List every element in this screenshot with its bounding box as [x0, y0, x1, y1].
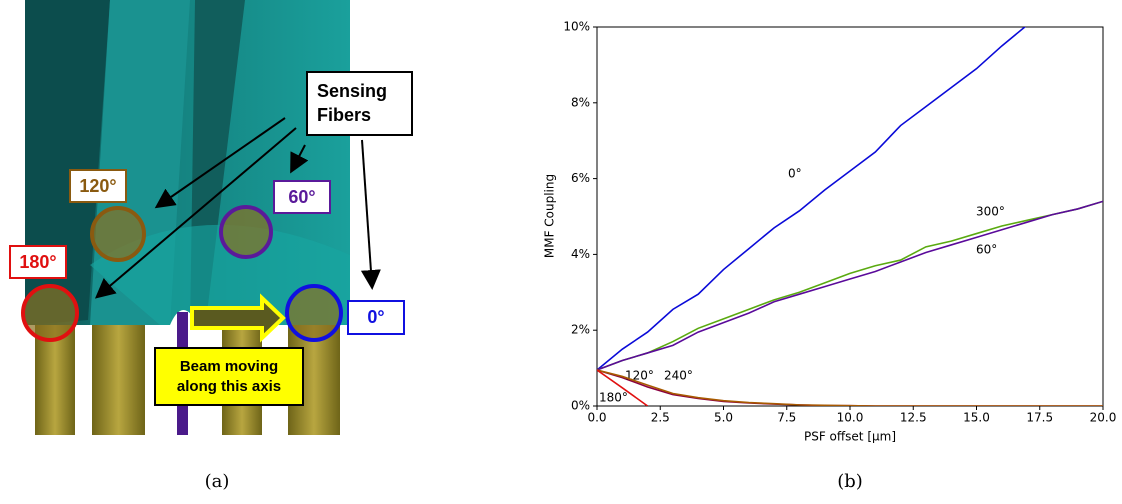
callout-label: Fibers	[317, 105, 371, 125]
y-tick-label: 0%	[571, 399, 590, 413]
x-axis-label: PSF offset [μm]	[804, 430, 896, 444]
fiber-label: 0°	[367, 307, 384, 327]
x-tick-label: 0.0	[587, 411, 606, 425]
fiber-label: 180°	[19, 252, 56, 272]
y-tick-label: 10%	[563, 20, 590, 34]
series-line	[597, 201, 1103, 370]
series-label: 300°	[976, 205, 1005, 219]
beam-label: along this axis	[177, 378, 281, 395]
fiber-label: 120°	[79, 176, 116, 196]
caption: (a)	[205, 471, 230, 492]
y-tick-label: 2%	[571, 323, 590, 337]
x-tick-label: 12.5	[900, 411, 927, 425]
callout-label: Sensing	[317, 81, 387, 101]
x-tick-label: 10.0	[837, 411, 864, 425]
beam-label: Beam moving	[180, 358, 278, 375]
series-label: 60°	[976, 243, 997, 257]
y-axis-label: MMF Coupling	[543, 174, 557, 258]
x-tick-label: 7.5	[777, 411, 796, 425]
plot-frame	[597, 27, 1103, 406]
x-tick-label: 17.5	[1026, 411, 1053, 425]
x-tick-label: 20.0	[1090, 411, 1117, 425]
x-tick-label: 15.0	[963, 411, 990, 425]
y-tick-label: 8%	[571, 95, 590, 109]
series-label: 240°	[664, 369, 693, 383]
series-label: 180°	[599, 391, 628, 405]
series-label: 120°	[625, 369, 654, 383]
fiber-label: 60°	[288, 187, 315, 207]
caption: (b)	[837, 471, 863, 492]
series-label: 0°	[788, 167, 802, 181]
y-tick-label: 6%	[571, 171, 590, 185]
y-tick-label: 4%	[571, 247, 590, 261]
series-line	[597, 25, 1027, 370]
figure: Sensing Fibers 120° 60° 180° 0° Beam mov…	[0, 0, 1122, 500]
x-tick-label: 5.0	[714, 411, 733, 425]
x-tick-label: 2.5	[651, 411, 670, 425]
